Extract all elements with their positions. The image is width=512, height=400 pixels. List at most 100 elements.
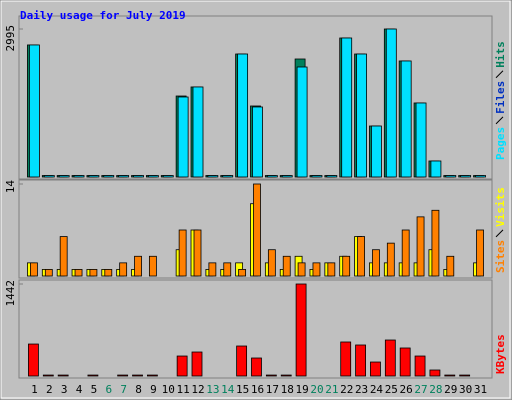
x-tick-label: 13: [206, 383, 219, 396]
x-tick-label: 19: [295, 383, 308, 396]
x-tick-label: 1: [31, 383, 38, 396]
x-tick-label: 11: [177, 383, 190, 396]
x-tick-label: 21: [325, 383, 338, 396]
bar: [401, 229, 410, 277]
legend-entry: Hits: [494, 41, 507, 68]
bar: [282, 255, 291, 277]
bar: [237, 53, 249, 178]
bar: [103, 175, 115, 178]
bar: [191, 351, 203, 377]
bar: [43, 175, 55, 178]
bar: [74, 269, 83, 277]
bar: [296, 66, 308, 178]
legend-separator: [495, 70, 504, 79]
bar: [236, 345, 248, 377]
x-tick-label: 6: [105, 383, 112, 396]
bar: [59, 236, 68, 277]
x-tick-label: 20: [310, 383, 323, 396]
x-tick-label: 18: [281, 383, 294, 396]
bar: [431, 209, 440, 277]
x-tick-label: 27: [414, 383, 427, 396]
bar: [399, 347, 411, 377]
bar: [415, 102, 427, 178]
bar: [476, 229, 484, 277]
bar: [88, 175, 100, 178]
bar: [176, 355, 188, 377]
bar: [147, 175, 159, 178]
bar: [400, 60, 412, 178]
panel: [18, 179, 493, 279]
x-tick-label: 17: [266, 383, 279, 396]
bar: [460, 175, 472, 178]
bar: [385, 28, 397, 178]
y-tick-label: 1442: [4, 280, 17, 307]
bar: [132, 374, 143, 377]
x-tick-label: 25: [385, 383, 398, 396]
bar: [30, 262, 38, 277]
x-tick-label: 30: [459, 383, 472, 396]
x-tick-label: 16: [251, 383, 264, 396]
legend-entry: KBytes: [494, 334, 507, 374]
x-tick-label: 29: [444, 383, 457, 396]
x-tick-label: 7: [120, 383, 127, 396]
bar: [118, 175, 130, 178]
y-tick-label: 2995: [4, 25, 17, 52]
bar: [57, 374, 69, 377]
x-tick-label: 14: [221, 383, 235, 396]
bar: [372, 249, 380, 277]
bar: [177, 96, 189, 178]
bar: [266, 175, 278, 178]
bar: [386, 242, 395, 277]
bar: [430, 160, 442, 178]
bar: [342, 255, 351, 277]
legend-entry: Pages: [494, 127, 507, 160]
x-tick-label: 22: [340, 383, 353, 396]
x-tick-label: 9: [150, 383, 157, 396]
bar: [87, 374, 99, 377]
bar: [104, 269, 113, 277]
bar: [42, 374, 54, 377]
bar: [281, 175, 293, 178]
bar: [58, 175, 70, 178]
legend-entry: Files: [494, 81, 507, 114]
panel: [18, 279, 493, 379]
bar: [370, 361, 381, 377]
bar: [326, 175, 338, 178]
bar: [311, 175, 323, 178]
bar: [459, 374, 471, 377]
bar: [445, 175, 457, 178]
bar: [193, 229, 202, 277]
bar: [29, 44, 40, 178]
bar: [297, 262, 306, 277]
bar: [446, 255, 455, 277]
bar: [146, 374, 158, 377]
bar: [371, 125, 382, 178]
bar: [222, 175, 234, 178]
x-tick-label: 3: [61, 383, 68, 396]
bar: [355, 344, 366, 377]
bar: [252, 106, 263, 178]
bar: [340, 341, 352, 377]
bar: [357, 236, 365, 277]
bar: [117, 374, 129, 377]
bar: [28, 343, 39, 377]
x-tick-label: 10: [162, 383, 175, 396]
x-tick-label: 4: [76, 383, 83, 396]
bar: [251, 357, 262, 377]
x-tick-label: 2: [46, 383, 53, 396]
x-tick-label: 12: [191, 383, 204, 396]
x-tick-label: 15: [236, 383, 249, 396]
bar: [414, 355, 426, 377]
bar: [253, 183, 261, 277]
legend-separator: [495, 229, 504, 238]
bar: [223, 262, 232, 277]
bar: [238, 269, 247, 277]
x-tick-label: 31: [474, 383, 487, 396]
x-tick-label: 28: [429, 383, 442, 396]
y-tick-label: 14: [4, 180, 17, 194]
bar: [133, 175, 144, 178]
bar: [73, 175, 85, 178]
x-tick-label: 23: [355, 383, 368, 396]
bar: [267, 249, 276, 277]
